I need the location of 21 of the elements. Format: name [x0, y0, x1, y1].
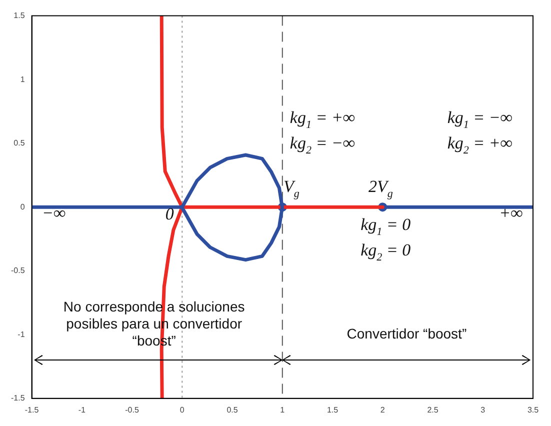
y-tick-label: 0 — [20, 202, 26, 212]
annotation: +∞ — [499, 204, 523, 223]
x-tick-label: 2.5 — [427, 405, 439, 414]
x-tick-label: 3 — [480, 405, 486, 414]
x-tick-label: -1 — [78, 405, 86, 414]
y-tick-label: -1.5 — [10, 394, 26, 403]
x-tick-label: 2 — [380, 405, 386, 414]
annotation: Convertidor “boost” — [346, 325, 467, 342]
x-tick-label: 3.5 — [527, 405, 540, 414]
annotation: 0 — [165, 204, 174, 224]
y-tick-label: 1 — [20, 74, 26, 84]
x-tick-label: 1.5 — [326, 405, 339, 414]
y-tick-label: -0.5 — [10, 266, 26, 276]
y-tick-label: 0.5 — [14, 138, 26, 148]
y-tick-label: -1 — [18, 330, 26, 339]
annotation: −∞ — [42, 204, 66, 223]
y-tick-label: 1.5 — [14, 11, 26, 20]
x-tick-label: 0 — [180, 405, 185, 414]
x-tick-label: 0.5 — [226, 405, 238, 414]
x-tick-label: 1 — [280, 405, 286, 414]
x-tick-label: -0.5 — [125, 405, 140, 414]
